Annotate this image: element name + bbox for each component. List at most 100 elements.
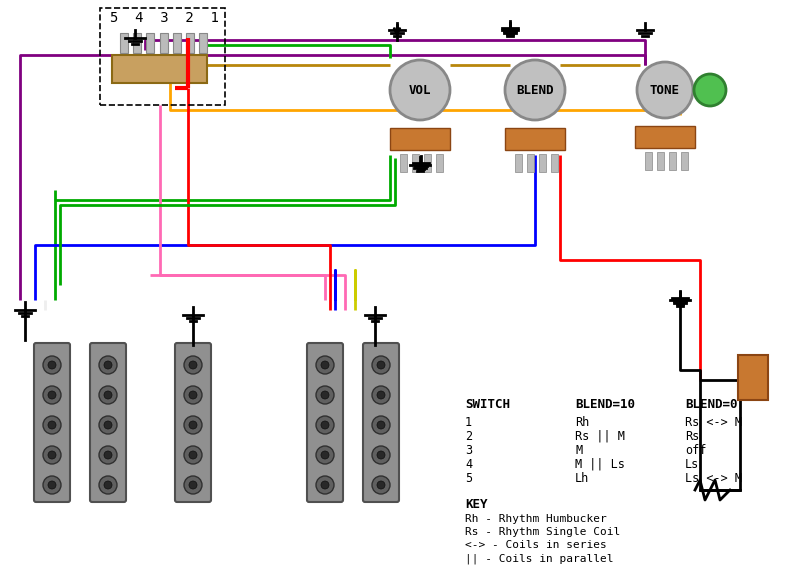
Text: <-> - Coils in series: <-> - Coils in series [465,540,607,550]
Circle shape [43,476,61,494]
Circle shape [99,446,117,464]
Circle shape [48,451,56,459]
Circle shape [321,421,329,429]
FancyBboxPatch shape [390,128,450,150]
Circle shape [184,356,202,374]
Text: 1: 1 [465,416,472,429]
Circle shape [377,421,385,429]
Circle shape [377,391,385,399]
Text: Lh: Lh [575,472,590,485]
FancyBboxPatch shape [34,343,70,502]
Text: SWITCH: SWITCH [465,398,510,411]
Circle shape [189,391,197,399]
Circle shape [189,361,197,369]
Text: VOL: VOL [409,84,431,97]
Circle shape [48,361,56,369]
Text: 2: 2 [465,430,472,443]
Circle shape [321,451,329,459]
Circle shape [377,481,385,489]
FancyBboxPatch shape [90,343,126,502]
Text: Rs: Rs [685,430,699,443]
Bar [412,154,419,172]
Text: || - Coils in parallel: || - Coils in parallel [465,553,614,563]
Circle shape [48,391,56,399]
Text: 4: 4 [465,458,472,471]
Circle shape [637,62,693,118]
Bar [669,152,676,170]
Circle shape [184,446,202,464]
Circle shape [184,386,202,404]
Bar [186,33,194,53]
Circle shape [99,476,117,494]
Text: Ls <-> M: Ls <-> M [685,472,742,485]
Circle shape [48,421,56,429]
FancyBboxPatch shape [363,343,399,502]
Circle shape [372,446,390,464]
Circle shape [321,361,329,369]
Circle shape [104,481,112,489]
Text: M || Ls: M || Ls [575,458,625,471]
FancyBboxPatch shape [738,355,768,400]
Text: Rs <-> M: Rs <-> M [685,416,742,429]
Circle shape [505,60,565,120]
Circle shape [184,476,202,494]
Text: BLEND=0: BLEND=0 [685,398,737,411]
Circle shape [390,60,450,120]
Circle shape [104,391,112,399]
Circle shape [316,476,334,494]
Text: KEY: KEY [465,498,487,511]
Circle shape [321,391,329,399]
Text: TONE: TONE [650,84,680,97]
Text: M: M [575,444,582,457]
Bar [173,33,181,53]
Circle shape [377,451,385,459]
Bar [645,152,652,170]
Bar [400,154,407,172]
Circle shape [316,356,334,374]
Text: BLEND=10: BLEND=10 [575,398,635,411]
Circle shape [321,481,329,489]
Bar [100,8,225,105]
FancyBboxPatch shape [307,343,343,502]
Circle shape [184,416,202,434]
Bar [527,154,534,172]
Circle shape [104,361,112,369]
Text: off: off [685,444,706,457]
Text: Ls: Ls [685,458,699,471]
Bar [551,154,558,172]
Bar [539,154,546,172]
Bar [436,154,443,172]
Bar [146,33,154,53]
Bar [657,152,664,170]
Circle shape [43,356,61,374]
Circle shape [377,361,385,369]
Circle shape [43,446,61,464]
Bar [133,33,141,53]
Circle shape [99,356,117,374]
Circle shape [372,356,390,374]
Circle shape [104,451,112,459]
FancyBboxPatch shape [112,55,207,83]
FancyBboxPatch shape [635,126,695,148]
Bar [160,33,168,53]
Circle shape [99,416,117,434]
Bar [424,154,431,172]
FancyBboxPatch shape [175,343,211,502]
Bar [120,33,128,53]
Circle shape [43,416,61,434]
Text: 3: 3 [465,444,472,457]
Circle shape [316,416,334,434]
Circle shape [694,74,726,106]
Text: Rs || M: Rs || M [575,430,625,443]
Circle shape [189,481,197,489]
Text: BLEND: BLEND [517,84,553,97]
Circle shape [48,481,56,489]
Text: Rh: Rh [575,416,590,429]
Bar [515,154,522,172]
Bar [681,152,688,170]
Circle shape [372,476,390,494]
Circle shape [189,421,197,429]
Circle shape [189,451,197,459]
Text: Rh - Rhythm Humbucker: Rh - Rhythm Humbucker [465,514,607,524]
FancyBboxPatch shape [505,128,565,150]
